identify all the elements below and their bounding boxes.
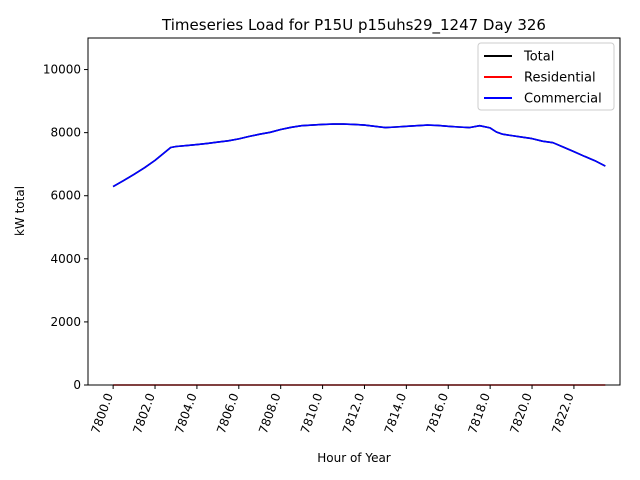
y-tick-label: 6000 [50, 189, 81, 203]
legend-label-commercial: Commercial [524, 92, 602, 107]
y-tick-label: 10000 [43, 63, 81, 77]
y-tick-label: 8000 [50, 126, 81, 140]
legend-label-residential: Residential [524, 71, 596, 86]
chart-title: Timeseries Load for P15U p15uhs29_1247 D… [161, 16, 546, 35]
plot-area-frame [87, 37, 621, 386]
x-axis-label: Hour of Year [317, 451, 391, 465]
legend-box [477, 42, 615, 111]
y-tick-label: 4000 [50, 252, 81, 266]
y-tick-label: 2000 [50, 315, 81, 329]
legend: Total Residential Commercial [477, 42, 615, 111]
series-line-commercial [112, 123, 606, 188]
legend-label-total: Total [523, 50, 554, 65]
y-axis-label: kW total [13, 186, 27, 236]
y-tick-label: 0 [73, 378, 81, 392]
